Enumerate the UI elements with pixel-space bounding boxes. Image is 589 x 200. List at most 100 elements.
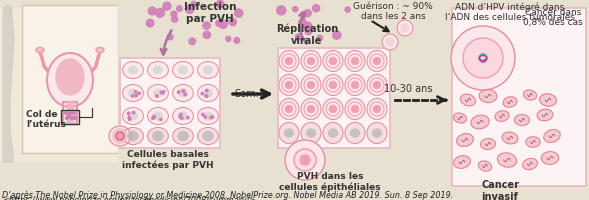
Circle shape: [307, 106, 315, 112]
Circle shape: [451, 26, 515, 90]
Circle shape: [116, 132, 124, 140]
Circle shape: [234, 38, 240, 43]
Ellipse shape: [123, 108, 143, 124]
Text: Cellules basales
infectées par PVH: Cellules basales infectées par PVH: [122, 150, 214, 170]
Circle shape: [155, 8, 164, 17]
Circle shape: [187, 116, 189, 119]
Circle shape: [131, 95, 134, 97]
Ellipse shape: [123, 128, 143, 144]
Circle shape: [206, 89, 208, 92]
Circle shape: [203, 31, 210, 38]
Ellipse shape: [153, 132, 163, 140]
Circle shape: [333, 31, 341, 39]
Circle shape: [352, 82, 359, 88]
Circle shape: [74, 116, 77, 119]
Circle shape: [329, 82, 336, 88]
Ellipse shape: [548, 133, 555, 139]
Circle shape: [304, 78, 318, 92]
Ellipse shape: [173, 62, 193, 78]
Circle shape: [204, 116, 207, 118]
Circle shape: [317, 35, 323, 41]
Circle shape: [305, 28, 312, 35]
Ellipse shape: [502, 132, 518, 144]
Circle shape: [68, 112, 71, 114]
Text: 10-30 ans: 10-30 ans: [384, 84, 432, 94]
FancyBboxPatch shape: [118, 0, 230, 162]
Circle shape: [373, 82, 380, 88]
Ellipse shape: [109, 126, 131, 146]
Circle shape: [217, 0, 224, 8]
Circle shape: [304, 10, 311, 17]
Circle shape: [373, 106, 380, 112]
Text: PVH dans les
cellules épithéliales: PVH dans les cellules épithéliales: [279, 172, 381, 192]
Ellipse shape: [128, 66, 137, 74]
Circle shape: [128, 118, 131, 120]
FancyBboxPatch shape: [452, 8, 586, 186]
Circle shape: [68, 114, 71, 117]
Circle shape: [348, 78, 362, 92]
Ellipse shape: [148, 108, 168, 124]
Ellipse shape: [479, 89, 497, 103]
Ellipse shape: [476, 119, 484, 125]
Circle shape: [326, 102, 340, 116]
Ellipse shape: [537, 109, 553, 121]
Ellipse shape: [198, 84, 219, 102]
Text: Cancer dans
0,8% des cas: Cancer dans 0,8% des cas: [523, 8, 583, 27]
Circle shape: [286, 82, 293, 88]
Ellipse shape: [198, 108, 219, 124]
Circle shape: [277, 6, 286, 15]
Circle shape: [177, 6, 183, 11]
Ellipse shape: [203, 132, 213, 140]
Text: Infection
par PVH: Infection par PVH: [184, 2, 236, 24]
Circle shape: [171, 16, 178, 22]
Circle shape: [177, 91, 180, 93]
Ellipse shape: [323, 122, 343, 144]
Circle shape: [304, 54, 318, 68]
Circle shape: [352, 106, 359, 112]
Ellipse shape: [306, 129, 316, 137]
Circle shape: [210, 116, 212, 119]
Ellipse shape: [372, 129, 382, 137]
Circle shape: [352, 58, 359, 64]
Ellipse shape: [540, 94, 557, 106]
Ellipse shape: [204, 66, 213, 74]
Circle shape: [386, 38, 394, 46]
Ellipse shape: [128, 89, 137, 97]
Circle shape: [128, 116, 130, 119]
Circle shape: [397, 20, 413, 36]
Circle shape: [229, 18, 236, 26]
FancyBboxPatch shape: [278, 48, 390, 148]
Ellipse shape: [456, 134, 474, 146]
Circle shape: [178, 115, 181, 118]
Circle shape: [127, 112, 130, 115]
Circle shape: [345, 7, 350, 12]
Circle shape: [282, 102, 296, 116]
Ellipse shape: [515, 115, 530, 125]
Ellipse shape: [204, 112, 213, 120]
Circle shape: [135, 95, 137, 97]
Ellipse shape: [204, 89, 213, 97]
Circle shape: [161, 92, 164, 94]
Ellipse shape: [547, 155, 554, 161]
Ellipse shape: [507, 100, 513, 104]
Circle shape: [151, 117, 154, 119]
Circle shape: [163, 2, 171, 10]
Ellipse shape: [128, 132, 138, 140]
Circle shape: [163, 91, 165, 93]
Ellipse shape: [507, 135, 514, 141]
Ellipse shape: [524, 90, 537, 100]
Ellipse shape: [279, 50, 299, 72]
Circle shape: [300, 155, 310, 165]
Ellipse shape: [173, 84, 193, 102]
Ellipse shape: [519, 117, 525, 123]
Text: Guérison : ~ 90%
dans les 2 ans: Guérison : ~ 90% dans les 2 ans: [353, 2, 433, 21]
Ellipse shape: [454, 113, 466, 123]
Ellipse shape: [178, 66, 187, 74]
Ellipse shape: [284, 129, 293, 137]
Ellipse shape: [495, 111, 509, 121]
Ellipse shape: [527, 161, 533, 167]
Circle shape: [133, 111, 135, 114]
Ellipse shape: [301, 74, 321, 96]
Circle shape: [160, 91, 163, 94]
Ellipse shape: [530, 140, 536, 144]
